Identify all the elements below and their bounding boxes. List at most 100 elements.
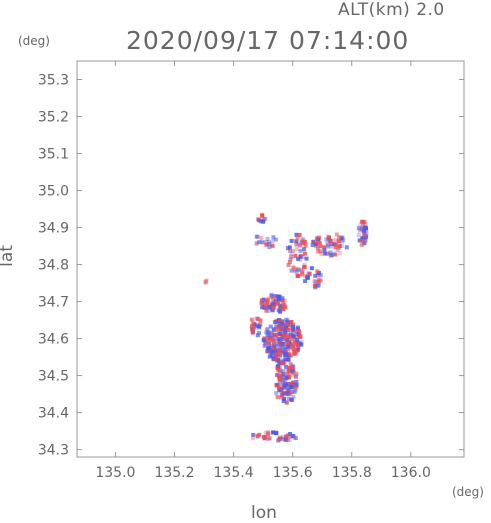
heatmap-cell [314, 243, 319, 248]
heatmap-cell [251, 432, 256, 437]
heatmap-cell [289, 254, 293, 259]
heatmap-cell [258, 318, 263, 323]
heatmap-cell [363, 235, 368, 240]
heatmap-cell [360, 238, 365, 243]
y-tick-label: 35.2 [38, 110, 69, 126]
heatmap-cell [291, 265, 296, 270]
heatmap-cell [278, 318, 282, 323]
heatmap-cell [267, 345, 272, 350]
heatmap-cell [277, 339, 282, 344]
heatmap-cell [260, 213, 264, 218]
heatmap-cell [305, 275, 310, 280]
heatmap-cell [266, 333, 271, 338]
heatmap-cell [328, 239, 333, 244]
heatmap-cell [276, 327, 281, 332]
heatmap-cell [286, 357, 291, 362]
heatmap-cell [287, 245, 292, 250]
heatmap-cell [278, 380, 282, 385]
heatmap-cell [290, 369, 295, 374]
heatmap-cell [291, 248, 295, 253]
heatmap-cell [289, 351, 293, 355]
heatmap-cell [283, 317, 288, 322]
heatmap-cell [288, 257, 293, 262]
heatmap-cell [277, 323, 282, 328]
heatmap-cell [284, 391, 289, 396]
heatmap-cell [259, 219, 264, 224]
heatmap-cell [272, 320, 277, 325]
heatmap-cell [299, 267, 303, 272]
heatmap-cell [288, 388, 293, 392]
heatmap-cell [278, 303, 283, 308]
heatmap-cell [279, 387, 284, 392]
heatmap-cell [340, 239, 345, 244]
heatmap-cell [280, 319, 285, 323]
heatmap-cell [316, 249, 321, 254]
heatmap-cell [281, 307, 286, 312]
heatmap-cell [276, 385, 281, 390]
heatmap-cell [283, 350, 288, 355]
heatmap-cell [287, 392, 292, 397]
heatmap-cell [286, 368, 291, 373]
heatmap-cell [291, 324, 296, 329]
heatmap-cell [277, 337, 282, 342]
heatmap-cell [283, 357, 288, 362]
heatmap-cell [315, 269, 320, 274]
heatmap-cell [276, 382, 281, 387]
heatmap-cell [281, 369, 286, 374]
heatmap-cell [303, 243, 308, 248]
heatmap-cell [328, 250, 333, 255]
heatmap-cell [262, 302, 267, 307]
heatmap-cell [267, 436, 272, 441]
heatmap-cell [277, 352, 282, 357]
heatmap-cell [203, 280, 208, 285]
heatmap-cell [302, 251, 307, 256]
heatmap-cell [333, 252, 338, 257]
heatmap-cell [331, 251, 336, 256]
heatmap-cell [296, 329, 301, 333]
heatmap-cell [263, 216, 268, 221]
heatmap-cell [274, 344, 279, 349]
heatmap-cell [267, 240, 271, 245]
y-tick-label: 34.9 [38, 221, 69, 237]
heatmap-cell [336, 245, 341, 250]
y-tick-label: 35.1 [38, 147, 69, 163]
heatmap-cell [344, 245, 349, 250]
heatmap-cell [302, 239, 307, 244]
heatmap-cell [275, 394, 280, 399]
heatmap-cell [300, 271, 305, 276]
heatmap-cell [289, 385, 294, 390]
heatmap-cell [328, 252, 333, 257]
heatmap-cell [291, 347, 296, 351]
heatmap-cell [286, 344, 291, 349]
heatmap-cell [257, 330, 261, 335]
heatmap-cell [250, 319, 255, 324]
heatmap-cell [286, 341, 291, 346]
heatmap-cell [306, 271, 311, 276]
heatmap-cell [289, 238, 294, 243]
heatmap-cell [284, 375, 289, 380]
heatmap-cell [277, 340, 282, 345]
y-tick-label: 34.7 [38, 295, 69, 311]
heatmap-cell [274, 324, 279, 329]
heatmap-cell [299, 340, 304, 345]
heatmap-cell [297, 233, 302, 237]
heatmap-cell [271, 356, 276, 361]
heatmap-cell [284, 392, 289, 397]
heatmap-cell [307, 271, 312, 276]
heatmap-cell [279, 395, 284, 400]
heatmap-cell [271, 337, 276, 342]
heatmap-cell [284, 365, 289, 369]
heatmap-cell [289, 397, 294, 402]
heatmap-cell [299, 342, 304, 347]
heatmap-cell [249, 317, 254, 322]
heatmap-cell [315, 246, 320, 251]
heatmap-cell [339, 243, 344, 248]
heatmap-cell [256, 218, 261, 223]
heatmap-cell [280, 392, 284, 397]
heatmap-cell [280, 303, 285, 308]
heatmap-cell [271, 349, 276, 354]
heatmap-cell [280, 381, 285, 386]
heatmap-cell [280, 345, 285, 350]
heatmap-cell [265, 332, 269, 337]
heatmap-cell [269, 353, 274, 358]
